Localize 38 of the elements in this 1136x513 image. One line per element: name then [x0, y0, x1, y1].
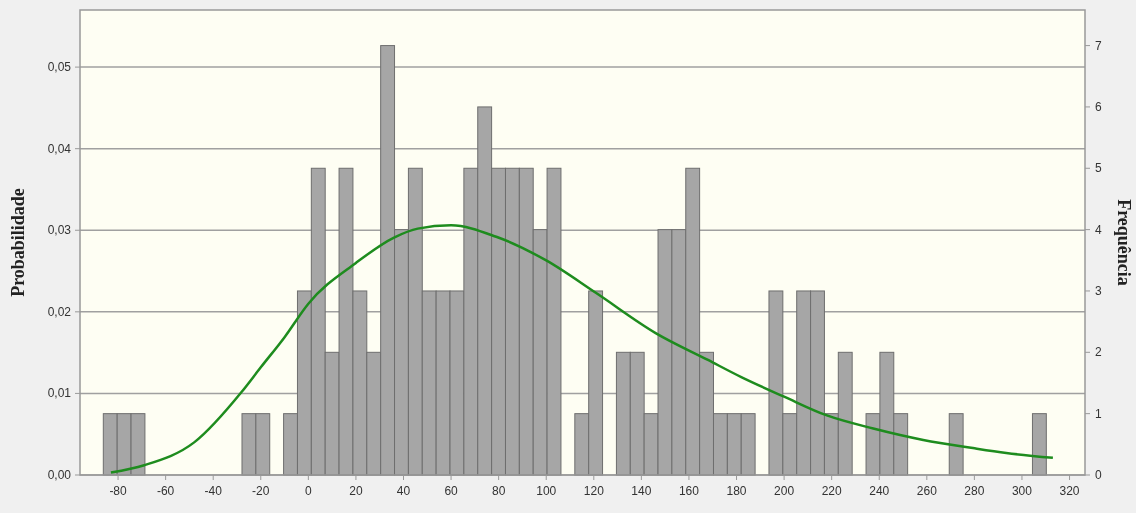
- x-tick-label: -60: [156, 484, 175, 498]
- y2-tick-label: 7: [1095, 38, 1102, 53]
- x-tick-label: 220: [821, 484, 842, 498]
- x-tick-label: 0: [305, 484, 313, 498]
- x-tick-label: 60: [444, 484, 459, 498]
- x-tick-label: 80: [491, 484, 506, 498]
- y2-tick-label: 4: [1095, 222, 1102, 237]
- y-tick-label: 0,00: [47, 468, 72, 482]
- y2-axis-title: Frequência: [1114, 199, 1134, 286]
- x-tick-label: -80: [109, 484, 128, 498]
- x-tick-label: 280: [964, 484, 985, 498]
- x-tick-label: 300: [1011, 484, 1033, 498]
- y2-tick-label: 0: [1095, 468, 1102, 482]
- y2-tick-label: 1: [1095, 406, 1102, 421]
- x-tick-label: 140: [631, 484, 652, 498]
- x-tick-label: 180: [726, 484, 747, 498]
- y2-tick-label: 5: [1095, 161, 1102, 176]
- y-tick-label: 0,05: [47, 60, 72, 75]
- x-tick-label: 200: [774, 484, 795, 498]
- x-tick-label: 260: [916, 484, 938, 498]
- y-tick-label: 0,03: [47, 223, 72, 238]
- x-tick-label: -20: [252, 484, 270, 498]
- x-tick-label: 320: [1059, 484, 1080, 498]
- x-tick-label: 120: [583, 484, 605, 498]
- y-axis-title: Probabilidade: [8, 188, 28, 297]
- y-tick-label: 0,01: [47, 386, 72, 401]
- y-tick-label: 0,02: [47, 304, 72, 319]
- y2-tick-label: 2: [1095, 345, 1102, 360]
- x-tick-label: 20: [349, 484, 363, 498]
- y2-tick-label: 6: [1095, 99, 1102, 114]
- x-tick-label: 160: [678, 484, 700, 498]
- y-tick-label: 0,04: [47, 141, 72, 156]
- x-tick-label: -40: [204, 484, 223, 498]
- line-series: [109, 224, 1055, 474]
- y2-tick-label: 3: [1095, 283, 1102, 298]
- x-tick-label: 240: [869, 484, 890, 498]
- x-tick-label: 40: [396, 484, 411, 498]
- x-tick-label: 100: [536, 484, 557, 498]
